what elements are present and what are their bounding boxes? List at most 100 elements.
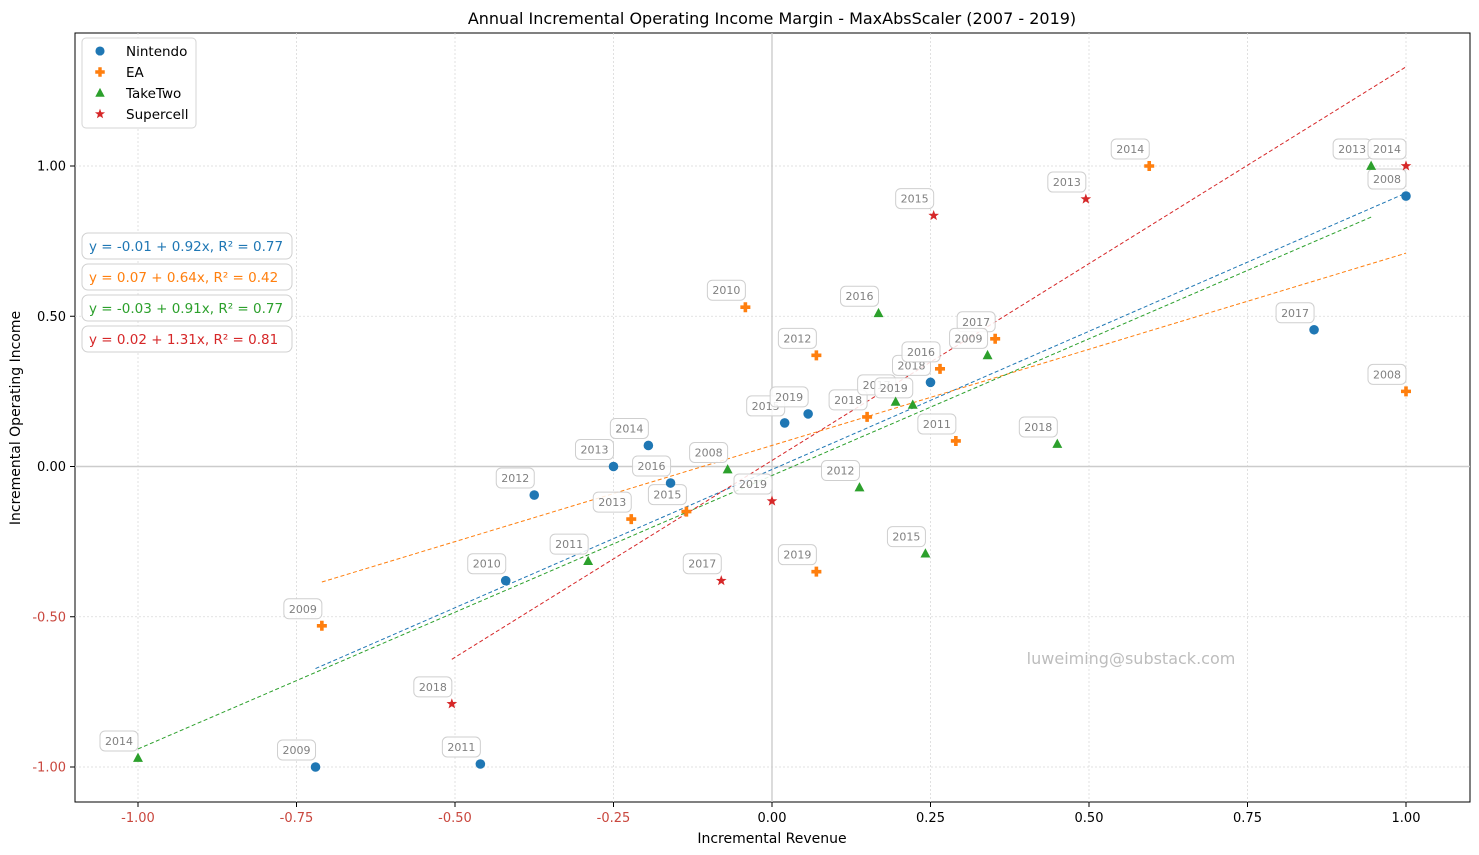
equation-box-frame xyxy=(81,325,293,353)
point-ea xyxy=(935,363,946,374)
year-label: 2011 xyxy=(549,533,589,555)
year-label-box xyxy=(1367,138,1407,160)
legend-marker xyxy=(95,46,105,56)
year-label: 2010 xyxy=(467,553,507,575)
point-ea xyxy=(1144,161,1155,171)
x-tick-label: -0.25 xyxy=(597,811,631,826)
year-label-text: 2012 xyxy=(783,332,811,345)
point-supercell xyxy=(715,575,727,586)
year-label: 2010 xyxy=(706,279,746,301)
year-label: 2009 xyxy=(277,739,317,761)
point-supercell xyxy=(1400,160,1412,171)
point-ea xyxy=(811,566,822,577)
legend-marker xyxy=(95,87,105,97)
year-label-box xyxy=(886,526,926,548)
year-label-text: 2014 xyxy=(1116,143,1144,156)
year-label-box xyxy=(917,413,957,435)
year-label: 2015 xyxy=(895,188,935,210)
year-label-box xyxy=(441,736,481,758)
axis-ticks: -1.00 -0.75 -0.50 -0.25 0.00 0.25 0.50 0.75 1.00… xyxy=(32,160,1420,827)
equation-box: y = -0.01 + 0.92x, R² = 0.77 xyxy=(81,232,293,260)
year-label-box xyxy=(777,327,817,349)
year-label-text: 2016 xyxy=(846,290,874,303)
data-points xyxy=(133,160,1412,772)
year-label-box xyxy=(413,676,453,698)
regression-line xyxy=(315,192,1407,670)
year-label-text: 2011 xyxy=(923,418,951,431)
equation-box: y = -0.03 + 0.91x, R² = 0.77 xyxy=(81,294,293,322)
year-label-text: 2014 xyxy=(615,422,643,435)
x-tick-label: 0.00 xyxy=(758,811,787,826)
year-label: 2016 xyxy=(901,341,941,363)
year-label: 2012 xyxy=(777,327,817,349)
year-label-box xyxy=(99,730,139,752)
point-supercell xyxy=(446,698,458,709)
year-label-box xyxy=(632,455,672,477)
year-label-box xyxy=(1018,416,1058,438)
equation-box: y = 0.02 + 1.31x, R² = 0.81 xyxy=(81,325,293,353)
point-nintendo xyxy=(310,762,321,772)
point-nintendo xyxy=(665,478,676,488)
legend-frame xyxy=(81,37,197,129)
year-label-box xyxy=(1367,168,1407,190)
year-label-text: 2012 xyxy=(501,472,529,485)
year-label-box xyxy=(682,553,722,575)
year-label: 2014 xyxy=(1110,138,1150,160)
year-label-text: 2010 xyxy=(473,558,501,571)
year-label: 2008 xyxy=(1367,168,1407,190)
point-taketwo xyxy=(1366,160,1377,170)
point-taketwo xyxy=(722,464,733,474)
year-label-text: 2009 xyxy=(955,332,983,345)
point-nintendo xyxy=(475,759,486,769)
year-label: 2016 xyxy=(632,455,672,477)
legend: Nintendo EA TakeTwo Supercell xyxy=(81,37,197,129)
x-tick-label: 0.75 xyxy=(1233,811,1262,826)
year-label: 2008 xyxy=(689,442,729,464)
year-label-box xyxy=(549,533,589,555)
year-label-text: 2018 xyxy=(834,394,862,407)
point-ea xyxy=(626,514,637,525)
legend-marker xyxy=(94,108,106,119)
point-taketwo xyxy=(890,396,901,406)
equation-text: y = 0.07 + 0.64x, R² = 0.42 xyxy=(89,270,278,286)
point-nintendo xyxy=(529,490,540,500)
point-nintendo xyxy=(1309,324,1319,335)
year-label-box xyxy=(769,386,809,408)
x-axis-label: Incremental Revenue xyxy=(697,831,846,847)
year-label-text: 2013 xyxy=(598,496,626,509)
year-label-text: 2014 xyxy=(105,735,133,748)
equation-box-frame xyxy=(81,263,293,291)
y-tick-label: 0.00 xyxy=(37,460,66,475)
year-label: 2018 xyxy=(828,389,868,411)
year-label-text: 2008 xyxy=(695,447,723,460)
point-ea xyxy=(990,333,1001,344)
year-label-text: 2013 xyxy=(1338,143,1366,156)
y-tick-label: -1.00 xyxy=(32,761,66,776)
legend-label: EA xyxy=(126,65,145,81)
year-label: 2019 xyxy=(769,386,809,408)
year-label-text: 2009 xyxy=(289,603,317,616)
equation-box: y = 0.07 + 0.64x, R² = 0.42 xyxy=(81,263,293,291)
point-nintendo xyxy=(643,440,654,451)
point-taketwo xyxy=(982,349,993,360)
year-label: 2017 xyxy=(682,553,722,575)
year-label-text: 2017 xyxy=(1281,307,1309,320)
year-label: 2009 xyxy=(283,598,323,620)
point-ea xyxy=(862,411,873,422)
year-label-box xyxy=(820,460,860,482)
point-nintendo xyxy=(803,409,813,419)
year-label: 2019 xyxy=(733,473,773,495)
year-label-text: 2009 xyxy=(283,744,311,757)
year-label: 2014 xyxy=(609,417,649,439)
year-label-box xyxy=(1110,138,1150,160)
year-label: 2015 xyxy=(647,484,687,506)
point-ea xyxy=(316,620,327,631)
year-label: 2017 xyxy=(1275,302,1315,324)
point-nintendo xyxy=(608,461,619,472)
year-label-text: 2018 xyxy=(1024,421,1052,434)
year-label-text: 2008 xyxy=(1373,368,1401,381)
watermark: luweiming@substack.com xyxy=(1027,649,1236,668)
year-label-box xyxy=(733,473,773,495)
equation-box-frame xyxy=(81,294,293,322)
